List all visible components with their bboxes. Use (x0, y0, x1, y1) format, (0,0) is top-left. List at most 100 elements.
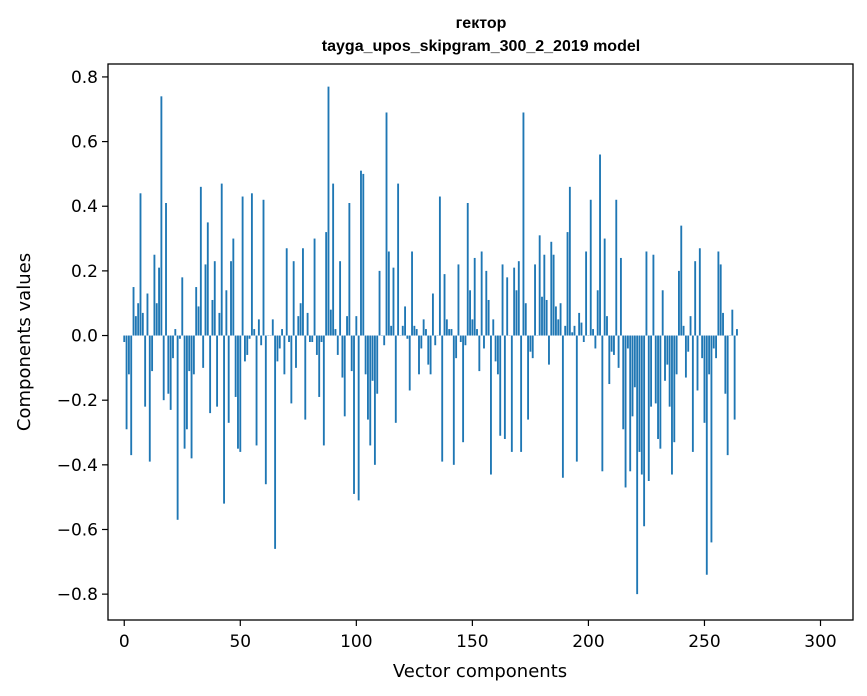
bar-component-124 (411, 251, 413, 336)
x-axis-label: Vector components (393, 661, 567, 682)
bar-component-220 (633, 335, 636, 388)
bar-component-239 (678, 270, 680, 336)
bar-component-179 (538, 235, 541, 336)
bar-component-5 (134, 316, 137, 336)
bar-component-193 (571, 332, 574, 336)
bar-component-22 (174, 329, 177, 336)
bar-component-3 (130, 335, 133, 456)
bar-component-210 (610, 335, 613, 352)
bar-component-108 (373, 335, 376, 465)
bar-component-9 (144, 335, 147, 407)
bar-component-262 (731, 309, 734, 336)
bar-component-197 (580, 322, 583, 336)
bar-component-30 (192, 335, 195, 375)
plot-frame (107, 63, 854, 621)
bar-component-161 (496, 335, 499, 375)
bar-component-231 (659, 335, 662, 449)
bar-component-164 (503, 335, 506, 439)
bar-component-168 (513, 267, 516, 336)
bar-component-192 (568, 186, 571, 336)
bar-component-186 (555, 306, 557, 336)
bar-component-18 (165, 203, 167, 336)
bar-component-246 (694, 261, 697, 336)
bar-component-60 (262, 199, 265, 336)
bar-component-215 (622, 335, 625, 430)
bar-component-224 (643, 335, 646, 527)
bar-component-249 (701, 335, 704, 359)
bar-component-14 (155, 303, 158, 336)
bar-component-27 (185, 335, 188, 430)
bar-component-38 (211, 299, 214, 336)
bar-component-89 (329, 309, 332, 336)
bar-component-121 (404, 306, 406, 336)
bar-component-39 (213, 261, 216, 336)
bar-component-130 (425, 329, 427, 336)
bar-component-226 (647, 335, 650, 481)
bar-component-232 (661, 290, 664, 336)
bar-component-189 (561, 335, 564, 478)
bar-component-211 (613, 335, 615, 355)
bar-component-162 (499, 335, 502, 436)
bar-component-1 (125, 335, 128, 430)
bar-component-254 (712, 335, 715, 349)
bar-component-223 (640, 335, 643, 475)
bar-component-61 (264, 335, 267, 485)
bar-component-7 (139, 193, 142, 336)
bar-component-243 (687, 335, 690, 352)
bar-component-219 (631, 335, 634, 417)
bar-component-64 (271, 319, 274, 336)
bar-component-127 (418, 335, 420, 375)
bar-component-191 (566, 232, 569, 336)
bar-component-253 (710, 335, 713, 543)
bar-component-94 (341, 335, 344, 378)
bar-component-110 (378, 270, 381, 336)
bar-component-65 (274, 335, 277, 549)
chart-title-line-2: tayga_upos_skipgram_300_2_2019 model (322, 38, 640, 55)
bar-component-141 (450, 329, 453, 336)
bar-component-129 (422, 319, 425, 336)
bar-component-68 (281, 329, 283, 336)
bar-component-72 (290, 335, 293, 404)
bar-component-42 (220, 183, 223, 336)
bar-component-52 (244, 335, 246, 362)
bar-component-159 (492, 319, 495, 336)
bar-component-264 (736, 329, 738, 336)
bar-component-50 (239, 335, 242, 452)
bar-component-139 (445, 319, 448, 336)
bar-component-136 (438, 196, 441, 336)
bar-component-55 (250, 193, 253, 336)
bar-component-104 (364, 335, 367, 375)
bar-component-182 (545, 299, 548, 336)
bar-component-19 (167, 335, 170, 394)
bar-component-188 (559, 303, 562, 336)
bar-component-47 (232, 238, 235, 336)
y-tick-label: −0.2 (57, 391, 98, 411)
bar-component-34 (202, 335, 205, 368)
bar-component-146 (462, 335, 465, 443)
bar-component-90 (332, 183, 335, 336)
bar-component-218 (629, 335, 632, 472)
bar-component-103 (362, 173, 365, 336)
bar-component-15 (158, 267, 160, 336)
y-axis-ticks: 0.8 0.6 0.4 0.2 0.0 −0.2 −0.4 −0.6 −0.8 (57, 68, 108, 605)
bar-component-82 (313, 238, 316, 336)
bar-component-230 (657, 335, 659, 439)
bar-component-33 (199, 186, 202, 336)
x-tick-label: 50 (229, 632, 251, 652)
bar-component-212 (615, 199, 618, 336)
bar-component-2 (127, 335, 130, 375)
bar-component-67 (278, 335, 281, 349)
bar-component-213 (617, 335, 620, 368)
bar-component-126 (415, 329, 418, 336)
bar-component-244 (689, 316, 692, 336)
bar-component-41 (218, 312, 221, 336)
bar-component-77 (302, 248, 304, 336)
bar-component-0 (123, 335, 126, 342)
bar-component-75 (297, 316, 300, 336)
bar-component-28 (188, 335, 191, 372)
bar-component-16 (160, 96, 163, 336)
bar-component-53 (246, 335, 249, 355)
y-tick-label: 0.4 (71, 197, 98, 217)
bars (123, 86, 738, 595)
